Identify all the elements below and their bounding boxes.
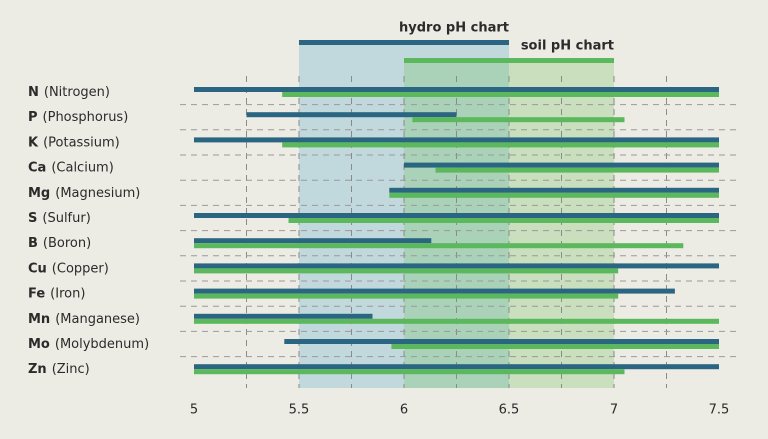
element-name: (Iron) <box>50 286 85 301</box>
range-bar <box>194 293 619 299</box>
range-bar <box>389 192 719 198</box>
category-label: Zn (Zinc) <box>28 362 90 377</box>
x-tick-label: 7.5 <box>709 403 730 418</box>
range-bar <box>194 313 373 319</box>
element-symbol: Mo <box>28 337 50 352</box>
element-symbol: P <box>28 110 38 125</box>
category-label: N (Nitrogen) <box>28 85 110 100</box>
element-name: (Potassium) <box>43 135 120 150</box>
range-bar <box>194 137 719 143</box>
legend-bar <box>404 58 614 63</box>
element-symbol: K <box>28 135 39 150</box>
range-bar <box>194 364 719 370</box>
legend-label: hydro pH chart <box>399 21 509 36</box>
element-symbol: S <box>28 211 37 226</box>
range-bar <box>282 142 719 148</box>
category-label: Mg (Magnesium) <box>28 185 140 200</box>
range-bar <box>435 167 719 173</box>
range-bar <box>404 162 719 168</box>
element-symbol: B <box>28 236 38 251</box>
element-name: (Molybdenum) <box>55 337 149 352</box>
element-name: (Phosphorus) <box>43 110 129 125</box>
range-bar <box>194 369 625 375</box>
x-tick-label: 6 <box>400 403 408 418</box>
range-bar <box>282 92 719 97</box>
legend-label: soil pH chart <box>521 39 614 54</box>
element-name: (Manganese) <box>55 311 140 326</box>
x-tick-label: 5 <box>190 403 198 418</box>
category-label: Mn (Manganese) <box>28 311 140 326</box>
element-symbol: Cu <box>28 261 47 276</box>
category-label: Ca (Calcium) <box>28 160 114 175</box>
x-tick-label: 7 <box>610 403 618 418</box>
range-bar <box>194 263 719 269</box>
range-bar <box>194 268 619 274</box>
element-name: (Copper) <box>52 261 109 276</box>
range-bar <box>389 187 719 193</box>
element-symbol: Fe <box>28 286 45 301</box>
range-bar <box>194 87 719 92</box>
range-bar <box>194 318 719 324</box>
range-bar <box>194 213 719 218</box>
range-bar <box>194 238 432 244</box>
category-label: P (Phosphorus) <box>28 110 128 125</box>
legend-bar <box>299 40 509 45</box>
element-symbol: Mn <box>28 311 50 326</box>
x-tick-label: 5.5 <box>289 403 310 418</box>
range-bar <box>194 288 675 294</box>
range-bar <box>246 112 457 118</box>
range-bar <box>284 339 719 344</box>
element-name: (Nitrogen) <box>44 85 110 100</box>
element-name: (Calcium) <box>51 160 113 175</box>
element-name: (Zinc) <box>52 362 90 377</box>
element-symbol: Ca <box>28 160 46 175</box>
element-name: (Magnesium) <box>55 185 140 200</box>
category-label: Mo (Molybdenum) <box>28 337 149 352</box>
category-label: S (Sulfur) <box>28 211 91 226</box>
element-symbol: Mg <box>28 185 50 200</box>
range-bar <box>412 117 625 123</box>
category-label: Cu (Copper) <box>28 261 109 276</box>
category-label: B (Boron) <box>28 236 91 251</box>
category-label: Fe (Iron) <box>28 286 85 301</box>
range-bar <box>288 218 719 223</box>
x-tick-label: 6.5 <box>499 403 520 418</box>
range-bar <box>194 243 684 249</box>
element-symbol: Zn <box>28 362 47 377</box>
element-symbol: N <box>28 85 39 100</box>
element-name: (Sulfur) <box>42 211 90 226</box>
category-label: K (Potassium) <box>28 135 120 150</box>
element-name: (Boron) <box>43 236 91 251</box>
range-bar <box>391 344 719 349</box>
